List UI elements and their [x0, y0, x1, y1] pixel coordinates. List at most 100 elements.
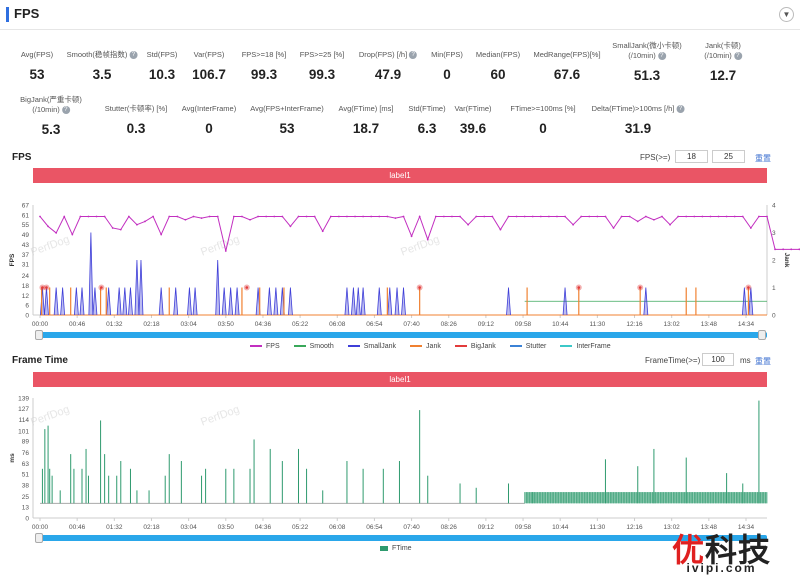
- smalljank-spike: [44, 287, 49, 316]
- frametime-chart: 0 13 25 38 51 63 76 89 101 114 127 139 00:00 00:46 01:…: [9, 396, 768, 531]
- stat-smooth: Smooth(稳帧指数)? 3.5: [67, 50, 138, 82]
- smalljank-spike: [351, 287, 356, 316]
- help-icon[interactable]: ?: [409, 51, 418, 60]
- stat-label-text: Avg(FPS+InterFrame): [250, 104, 324, 113]
- bigjank-marker-core: [100, 286, 103, 289]
- stat-value: 53: [29, 67, 45, 82]
- fps-point: [103, 215, 106, 218]
- fps-point: [653, 218, 655, 221]
- legend-swatch: [250, 345, 262, 348]
- stat-label-text: Std(FPS): [146, 50, 178, 59]
- fps-slider-handle-right[interactable]: [758, 330, 766, 340]
- y-tick-label: 55: [22, 222, 30, 229]
- stat-value: 0: [539, 121, 547, 136]
- fps-point: [572, 223, 575, 226]
- help-icon[interactable]: ?: [61, 106, 70, 115]
- smalljank-spike: [128, 287, 133, 316]
- frametime-range-slider[interactable]: [40, 535, 767, 541]
- x-tick-label: 10:44: [552, 524, 569, 531]
- fps-point: [636, 220, 639, 223]
- stat-smalljank: SmallJank(微小卡顿) (/10min)? 51.3: [612, 41, 682, 83]
- legend-swatch: [509, 345, 522, 348]
- frametime-reset-link[interactable]: 重置: [755, 357, 771, 366]
- x-tick-label: 13:02: [664, 524, 681, 531]
- y-tick-label: 127: [18, 406, 29, 413]
- help-icon[interactable]: ?: [129, 51, 138, 60]
- legend-item-smalljank[interactable]: SmallJank: [347, 343, 396, 350]
- fps-reset-link[interactable]: 重置: [755, 154, 771, 163]
- frametime-slider-handle-left[interactable]: [35, 533, 43, 543]
- x-tick-label: 09:58: [515, 524, 532, 531]
- x-tick-label: 14:34: [738, 321, 755, 328]
- stat-label: FPS>=25 [%]: [300, 50, 345, 60]
- fps-slider-handle-left[interactable]: [35, 330, 43, 340]
- fps-point: [483, 215, 486, 218]
- stat-fps-18: FPS>=18 [%] 99.3: [242, 50, 287, 82]
- fps-point: [362, 215, 365, 218]
- x-tick-label: 09:58: [515, 321, 532, 328]
- legend-item-ftime[interactable]: FTime: [380, 545, 412, 552]
- y-tick-label: 31: [22, 262, 30, 269]
- stat-value: 53: [279, 121, 295, 136]
- stat-label: FTime>=100ms [%]: [510, 104, 575, 114]
- stat-label: Avg(FTime) [ms]: [338, 104, 393, 114]
- legend-swatch: [454, 345, 467, 348]
- x-tick-label: 01:32: [106, 524, 123, 531]
- smalljank-spike: [92, 287, 98, 316]
- legend-item-fps[interactable]: FPS: [250, 343, 280, 350]
- legend-item-bigjank[interactable]: BigJank: [454, 343, 496, 350]
- y-tick-label: 63: [22, 461, 30, 468]
- stat-bigjank: BigJank(严重卡顿) (/10min)? 5.3: [20, 95, 82, 137]
- help-icon[interactable]: ?: [733, 52, 742, 61]
- fps-point: [329, 215, 332, 218]
- fps-threshold-input-1[interactable]: 18: [675, 150, 708, 163]
- chevron-down-icon[interactable]: ▼: [779, 7, 794, 22]
- fps-point: [523, 215, 526, 218]
- legend-item-jank[interactable]: Jank: [410, 343, 441, 350]
- stat-label: Avg(FPS+InterFrame): [250, 104, 323, 114]
- stat-var-ftime: Var(FTime) 39.6: [454, 104, 491, 136]
- fps-point: [790, 248, 793, 251]
- frametime-unit: ms: [740, 356, 751, 365]
- fps-point: [39, 215, 41, 218]
- fps-point: [232, 215, 235, 218]
- stat-value: 18.7: [352, 121, 380, 136]
- fps-threshold-input-2[interactable]: 25: [712, 150, 745, 163]
- y-tick-label: 76: [22, 450, 30, 457]
- help-icon[interactable]: ?: [676, 105, 685, 114]
- stat-label-text: Smooth(稳帧指数): [66, 50, 128, 59]
- stat-label-text: Std(FTime): [408, 104, 446, 113]
- legend-item-stutter[interactable]: Stutter: [509, 343, 546, 350]
- legend-item-interframe[interactable]: InterFrame: [560, 343, 611, 350]
- legend-label: Jank: [426, 343, 441, 350]
- x-tick-label: 11:30: [589, 321, 605, 328]
- x-tick-label: 02:18: [143, 321, 160, 328]
- help-icon[interactable]: ?: [657, 52, 666, 61]
- fps-point: [160, 233, 163, 236]
- fps-point: [451, 215, 453, 218]
- legend-item-smooth[interactable]: Smooth: [293, 343, 334, 350]
- fps-chart-legend: FPS Smooth SmallJank Jank BigJank Stutter Inte…: [250, 343, 611, 350]
- y-tick-label: 51: [22, 471, 30, 478]
- fps-range-slider[interactable]: [40, 332, 767, 338]
- stat-label-unit: (/10min): [32, 105, 60, 114]
- stat-label: Avg(FPS): [21, 50, 53, 60]
- bigjank-marker-core: [747, 286, 750, 289]
- x-tick-label: 13:02: [664, 321, 681, 328]
- frametime-threshold-input[interactable]: 100: [702, 353, 734, 366]
- x-tick-label: 01:32: [106, 321, 123, 328]
- frametime-label-bar[interactable]: label1: [33, 372, 767, 387]
- stat-label-text: Avg(FTime) [ms]: [338, 104, 394, 113]
- fps-point: [701, 215, 704, 218]
- smalljank-spike: [288, 287, 293, 316]
- x-tick-label: 02:18: [143, 524, 160, 531]
- smalljank-spike: [562, 287, 568, 316]
- fps-point: [491, 215, 494, 218]
- smalljank-spike: [360, 287, 366, 316]
- fps-label-bar[interactable]: label1: [33, 168, 767, 183]
- x-tick-label: 09:12: [478, 524, 495, 531]
- y-tick-label: 13: [22, 504, 30, 511]
- fps-point: [580, 215, 583, 218]
- stat-label: Jank(卡顿) (/10min)?: [704, 41, 742, 61]
- legend-label: BigJank: [470, 343, 496, 350]
